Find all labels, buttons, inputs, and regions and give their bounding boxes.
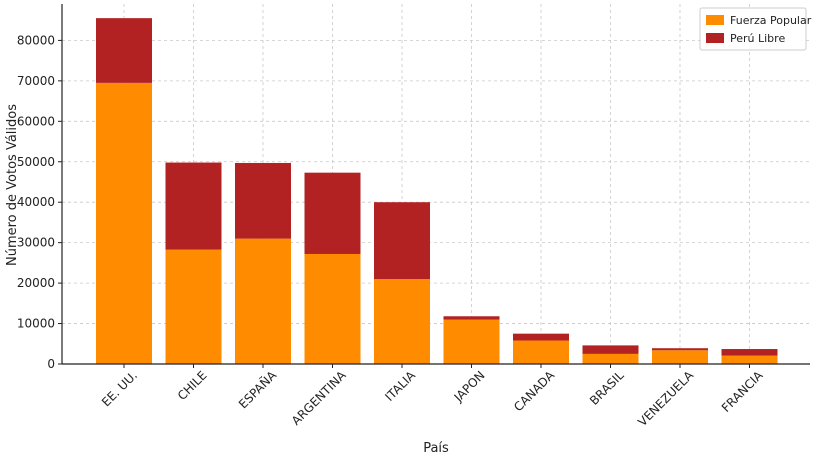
y-tick-label: 80000 <box>17 33 55 47</box>
bar-segment <box>304 253 361 364</box>
legend-label: Perú Libre <box>730 32 785 45</box>
y-tick-label: 10000 <box>17 317 55 331</box>
bar-segment <box>513 333 569 341</box>
bar-segment <box>443 319 500 364</box>
bar-segment <box>165 249 222 364</box>
bar-segment <box>652 348 708 351</box>
y-tick-label: 0 <box>47 357 55 371</box>
bar-segment <box>374 202 430 280</box>
bar-segment <box>165 162 222 250</box>
bar-segment <box>235 238 291 364</box>
x-tick-label: CANADA <box>511 368 558 415</box>
y-tick-label: 60000 <box>17 114 55 128</box>
bar-segment <box>721 355 778 364</box>
x-tick-label: EE. UU. <box>99 368 140 409</box>
legend-swatch <box>706 33 724 43</box>
y-tick-label: 40000 <box>17 195 55 209</box>
bar-segment <box>235 162 291 239</box>
bar-segment <box>96 82 152 364</box>
bar-segment <box>721 349 778 356</box>
x-tick-label: CHILE <box>175 368 210 403</box>
axes-layer <box>61 4 810 365</box>
bar-segment <box>582 345 639 354</box>
legend-box <box>699 7 807 51</box>
legend-swatch <box>706 15 724 25</box>
x-tick-label: ARGENTINA <box>289 368 349 428</box>
x-axis-label: País <box>423 441 449 456</box>
y-tick-label: 50000 <box>17 155 55 169</box>
bar-segment <box>374 279 430 364</box>
bar-segment <box>513 340 569 364</box>
bar-segment <box>96 18 152 83</box>
x-tick-label: VENEZUELA <box>635 368 696 429</box>
x-tick-label: JAPON <box>451 368 488 405</box>
grid-layer <box>62 4 810 365</box>
x-tick-label: ITALIA <box>382 368 418 404</box>
y-tick-label: 30000 <box>17 236 55 250</box>
bar-segment <box>652 350 708 364</box>
bar-segment <box>443 316 500 320</box>
bar-segment <box>582 353 639 364</box>
y-axis-label: Número de Votos Válidos <box>5 104 20 266</box>
y-tick-label: 20000 <box>17 276 55 290</box>
legend: Fuerza Popular Perú Libre <box>699 7 812 51</box>
x-tick-label: ESPAÑA <box>235 367 279 411</box>
bar-segment <box>304 172 361 254</box>
bars-layer <box>96 18 778 364</box>
x-tick-label: BRASIL <box>587 368 627 408</box>
legend-label: Fuerza Popular <box>730 14 812 27</box>
x-tick-label: FRANCIA <box>719 368 766 415</box>
y-tick-label: 70000 <box>17 74 55 88</box>
